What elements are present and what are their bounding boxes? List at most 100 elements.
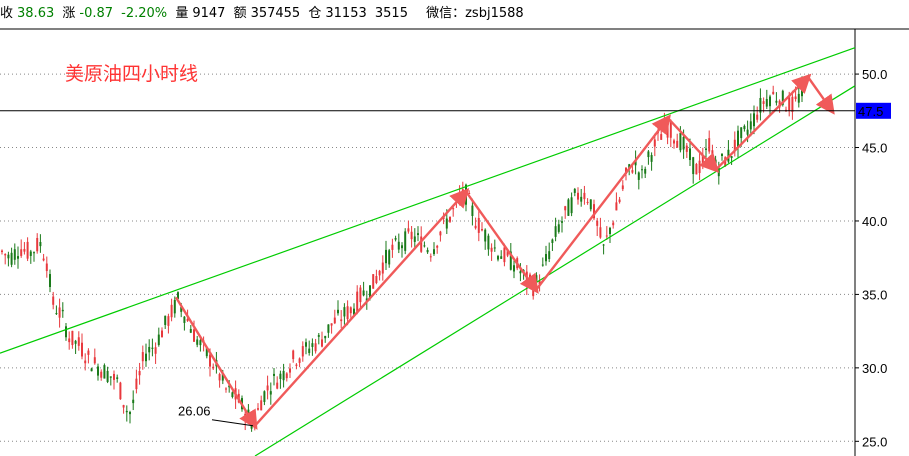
candle-body (61, 309, 64, 312)
candle-body (157, 334, 160, 345)
candle-body (519, 271, 522, 274)
candle-body (759, 98, 762, 113)
candle-body (93, 357, 96, 364)
candle-body (167, 316, 170, 326)
candle-body (394, 238, 397, 240)
trend-arrow (667, 117, 720, 174)
candle-body (100, 371, 103, 378)
candle-body (586, 201, 589, 203)
candle-body (666, 125, 669, 138)
candle-body (423, 245, 426, 247)
candle-body (58, 307, 61, 318)
candle-body (433, 249, 435, 255)
candle-body (429, 256, 432, 258)
candle-body (644, 168, 647, 174)
candle-body (55, 313, 58, 315)
candle-body (551, 239, 554, 243)
candle-body (23, 248, 26, 252)
candle-body (353, 308, 355, 315)
candle-body (154, 347, 157, 354)
candle-body (183, 316, 186, 323)
candle-body (740, 127, 743, 139)
candle-body (484, 229, 487, 242)
volume-label: 量 (175, 6, 189, 21)
amount-value: 357455 (250, 6, 301, 21)
chart-title: 美原油四小时线 (65, 63, 198, 85)
candle-body (298, 358, 301, 363)
candle-body (282, 370, 285, 381)
candle-body (212, 366, 215, 369)
volume-value: 9147 (192, 6, 226, 21)
candle-body (161, 330, 163, 338)
candle-body (260, 400, 263, 411)
candle-body (138, 371, 141, 376)
candle-body (487, 235, 490, 250)
candle-body (135, 378, 138, 390)
candle-body (346, 306, 349, 320)
candle-body (618, 199, 621, 203)
candle-body (279, 373, 282, 380)
candle-body (49, 274, 51, 287)
candle-body (401, 245, 403, 249)
open-interest-extra: 3515 (374, 6, 408, 21)
candle-body (497, 256, 499, 260)
candle-body (129, 411, 131, 415)
candle-body (567, 199, 570, 216)
candle-body (765, 99, 768, 107)
candle-body (145, 353, 147, 362)
candle-body (359, 287, 362, 303)
trendline (254, 85, 856, 456)
candle-body (445, 218, 448, 229)
y-tick-label: 35.0 (862, 287, 887, 302)
candle-body (605, 235, 608, 237)
trend-arrow (715, 73, 812, 171)
candle-body (308, 348, 311, 353)
candle-body (209, 354, 211, 367)
candle-body (673, 140, 675, 144)
candle-body (65, 326, 67, 338)
candle-body (375, 276, 378, 283)
candle-body (797, 93, 800, 103)
candle-body (503, 247, 506, 263)
candle-body (324, 335, 327, 339)
candle-body (756, 114, 759, 120)
candle-body (119, 382, 122, 400)
candle-body (311, 343, 314, 347)
candle-body (321, 339, 323, 347)
candle-body (81, 342, 83, 357)
candle-body (490, 247, 493, 252)
candle-body (295, 364, 298, 366)
close-label: 收 (0, 6, 14, 21)
candle-body (266, 385, 269, 391)
candle-body (314, 343, 317, 352)
quote-bar: 收 38.63 涨 -0.87 -2.20% 量 9147 额 357455 仓 3115… (0, 0, 909, 28)
candle-body (641, 169, 643, 171)
candle-body (705, 148, 707, 150)
candle-body (791, 96, 794, 112)
candle-body (481, 229, 483, 231)
candle-body (257, 408, 259, 410)
candle-body (404, 231, 407, 251)
candle-body (305, 342, 307, 347)
candle-body (36, 237, 39, 252)
candle-body (685, 145, 688, 152)
candle-body (689, 148, 691, 161)
candle-body (554, 226, 557, 237)
candle-body (71, 330, 74, 346)
candle-body (84, 360, 87, 364)
candle-body (327, 324, 330, 333)
y-tick-label: 30.0 (862, 361, 887, 376)
candle-body (557, 224, 560, 232)
candle-body (273, 373, 275, 376)
candle-body (340, 319, 343, 322)
candle-body (500, 256, 503, 259)
trend-arrow (254, 188, 470, 427)
candle-body (356, 291, 359, 312)
candle-body (417, 233, 419, 235)
candle-body (669, 121, 672, 138)
candle-body (26, 241, 29, 259)
candle-body (439, 231, 442, 236)
candle-body (301, 346, 304, 357)
candle-body (199, 340, 202, 346)
